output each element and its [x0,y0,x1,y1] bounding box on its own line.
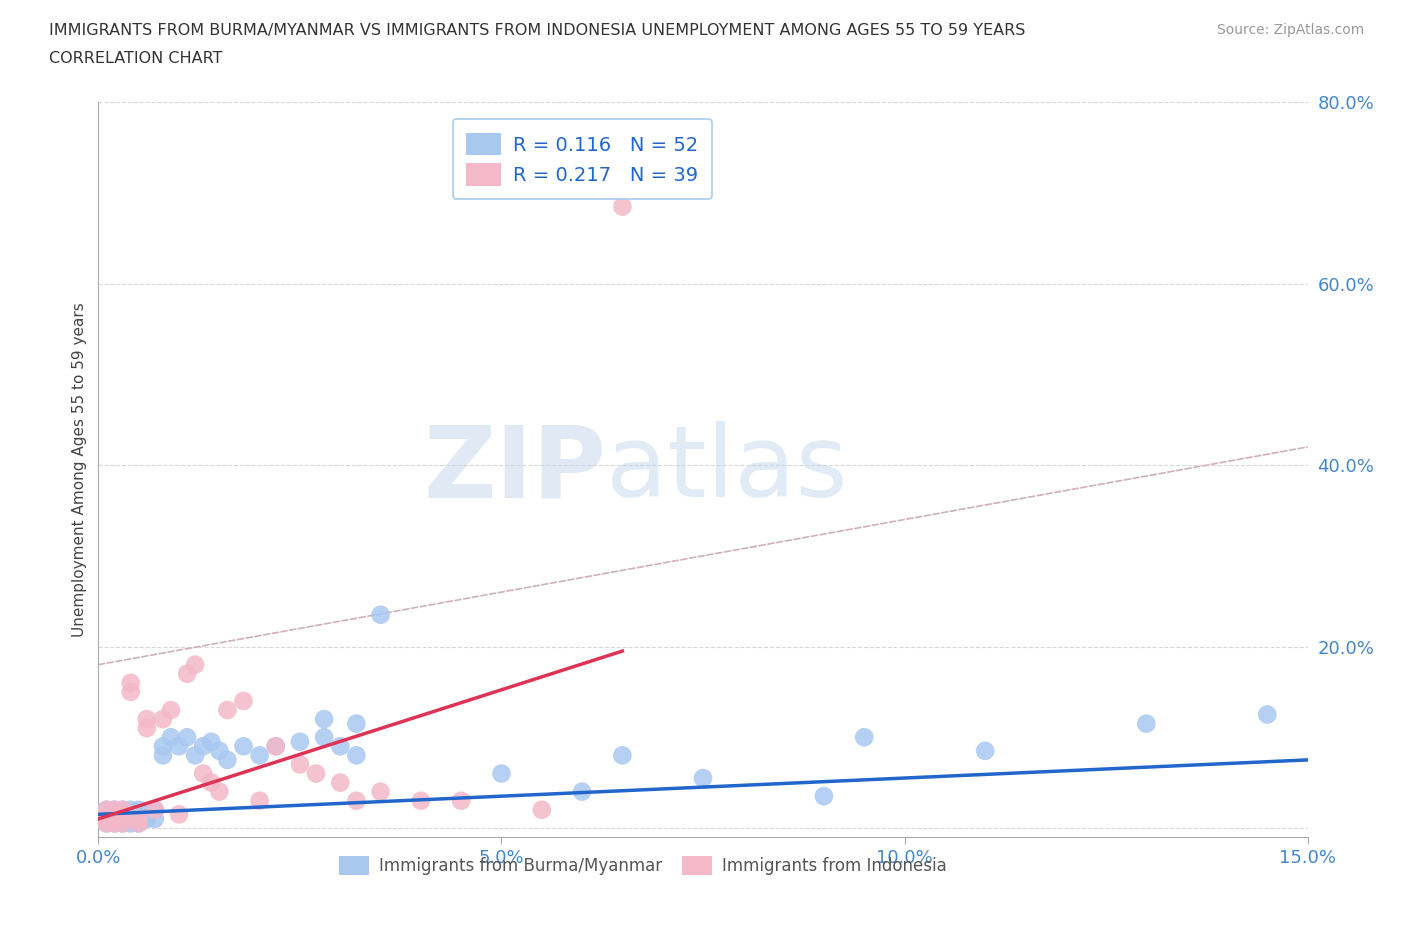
Point [135,811,157,826]
Point [249,793,271,808]
Point [813,789,835,804]
Point [344,748,367,763]
Point [135,711,157,726]
Point [128,811,150,826]
Point [193,738,215,753]
Point [200,775,222,790]
Point [103,803,125,817]
Point [288,735,311,750]
Point [143,811,166,826]
Point [571,784,593,799]
Point [370,784,392,799]
Point [344,716,367,731]
Point [314,730,336,745]
Point [974,743,997,758]
Point [160,702,183,717]
Point [91,811,114,826]
Y-axis label: Unemployment Among Ages 55 to 59 years: Unemployment Among Ages 55 to 59 years [72,302,87,637]
Point [143,803,166,817]
Point [329,738,352,753]
Point [450,793,472,808]
Point [152,748,174,763]
Point [91,811,114,826]
Point [184,748,207,763]
Point [96,803,118,817]
Point [612,199,634,214]
Point [264,738,287,753]
Point [232,694,254,709]
Point [1135,716,1157,731]
Point [208,743,231,758]
Point [264,738,287,753]
Point [184,658,207,672]
Point [288,757,311,772]
Point [135,721,157,736]
Point [111,816,134,830]
Point [217,702,239,717]
Point [152,738,174,753]
Point [370,607,392,622]
Point [111,807,134,822]
Point [176,730,198,745]
Point [96,816,118,830]
Point [111,811,134,826]
Text: atlas: atlas [606,421,848,518]
Point [120,803,142,817]
Point [103,811,125,826]
Point [128,803,150,817]
Point [120,811,142,826]
Point [103,816,125,830]
Point [217,752,239,767]
Point [100,811,122,826]
Point [232,738,254,753]
Point [120,684,142,699]
Point [128,811,150,826]
Point [152,711,174,726]
Point [120,816,142,830]
Point [491,766,513,781]
Text: CORRELATION CHART: CORRELATION CHART [49,51,222,66]
Point [103,803,125,817]
Point [96,803,118,817]
Point [135,807,157,822]
Point [111,811,134,826]
Point [111,803,134,817]
Point [96,811,118,826]
Point [128,816,150,830]
Point [143,803,166,817]
Point [103,811,125,826]
Point [111,816,134,830]
Point [692,771,714,786]
Point [200,735,222,750]
Point [107,811,129,826]
Point [167,738,190,753]
Point [305,766,328,781]
Legend: Immigrants from Burma/Myanmar, Immigrants from Indonesia: Immigrants from Burma/Myanmar, Immigrant… [330,848,955,884]
Point [329,775,352,790]
Point [612,748,634,763]
Point [208,784,231,799]
Text: IMMIGRANTS FROM BURMA/MYANMAR VS IMMIGRANTS FROM INDONESIA UNEMPLOYMENT AMONG AG: IMMIGRANTS FROM BURMA/MYANMAR VS IMMIGRA… [49,23,1025,38]
Point [100,811,122,826]
Point [344,793,367,808]
Point [314,711,336,726]
Text: ZIP: ZIP [423,421,606,518]
Point [111,803,134,817]
Point [103,816,125,830]
Point [249,748,271,763]
Point [1256,707,1278,722]
Point [853,730,876,745]
Point [193,766,215,781]
Point [120,675,142,690]
Point [167,807,190,822]
Point [409,793,432,808]
Point [160,730,183,745]
Point [96,816,118,830]
Point [530,803,553,817]
Point [96,811,118,826]
Point [176,666,198,681]
Point [128,816,150,830]
Text: Source: ZipAtlas.com: Source: ZipAtlas.com [1216,23,1364,37]
